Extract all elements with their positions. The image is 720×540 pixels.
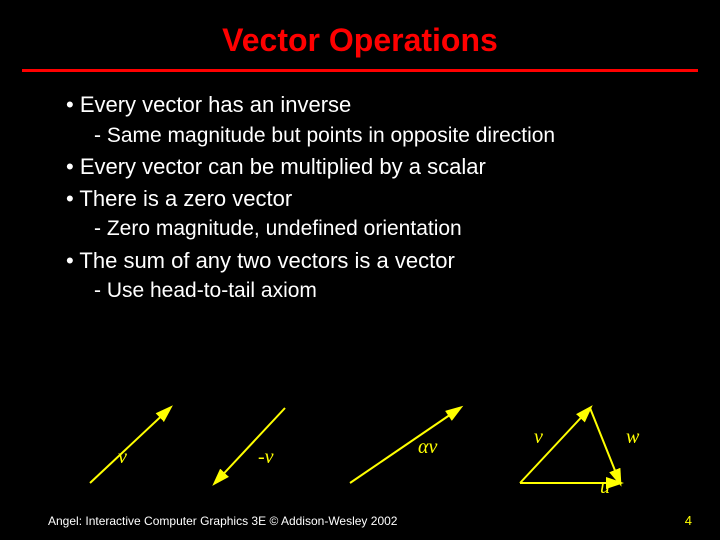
- slide-body: • Every vector has an inverse - Same mag…: [0, 90, 720, 306]
- label-alpha-v: αv: [418, 436, 437, 459]
- title-underline: [22, 69, 698, 72]
- page-number: 4: [685, 513, 692, 528]
- bullet-item: • Every vector has an inverse: [48, 90, 672, 120]
- bullet-subitem: - Same magnitude but points in opposite …: [48, 122, 672, 150]
- bullet-item: • The sum of any two vectors is a vector: [48, 246, 672, 276]
- label-tri-w: w: [626, 426, 639, 449]
- bullet-subitem: - Zero magnitude, undefined orientation: [48, 215, 672, 243]
- arrow-tri-w: [590, 408, 620, 483]
- label-tri-v: v: [534, 426, 543, 449]
- bullet-item: • Every vector can be multiplied by a sc…: [48, 152, 672, 182]
- arrow-neg-v: [215, 408, 285, 483]
- vector-arrows-svg: [0, 398, 720, 498]
- label-v: v: [118, 446, 127, 469]
- bullet-subitem: - Use head-to-tail axiom: [48, 277, 672, 305]
- arrow-tri-v: [520, 408, 590, 483]
- arrow-v: [90, 408, 170, 483]
- vector-diagrams: v -v αv v w u: [0, 398, 720, 498]
- slide-title: Vector Operations: [0, 0, 720, 69]
- bullet-item: • There is a zero vector: [48, 184, 672, 214]
- arrow-alpha-v: [350, 408, 460, 483]
- label-neg-v: -v: [258, 446, 274, 469]
- footer-text: Angel: Interactive Computer Graphics 3E …: [48, 514, 397, 528]
- label-tri-u: u: [600, 476, 610, 499]
